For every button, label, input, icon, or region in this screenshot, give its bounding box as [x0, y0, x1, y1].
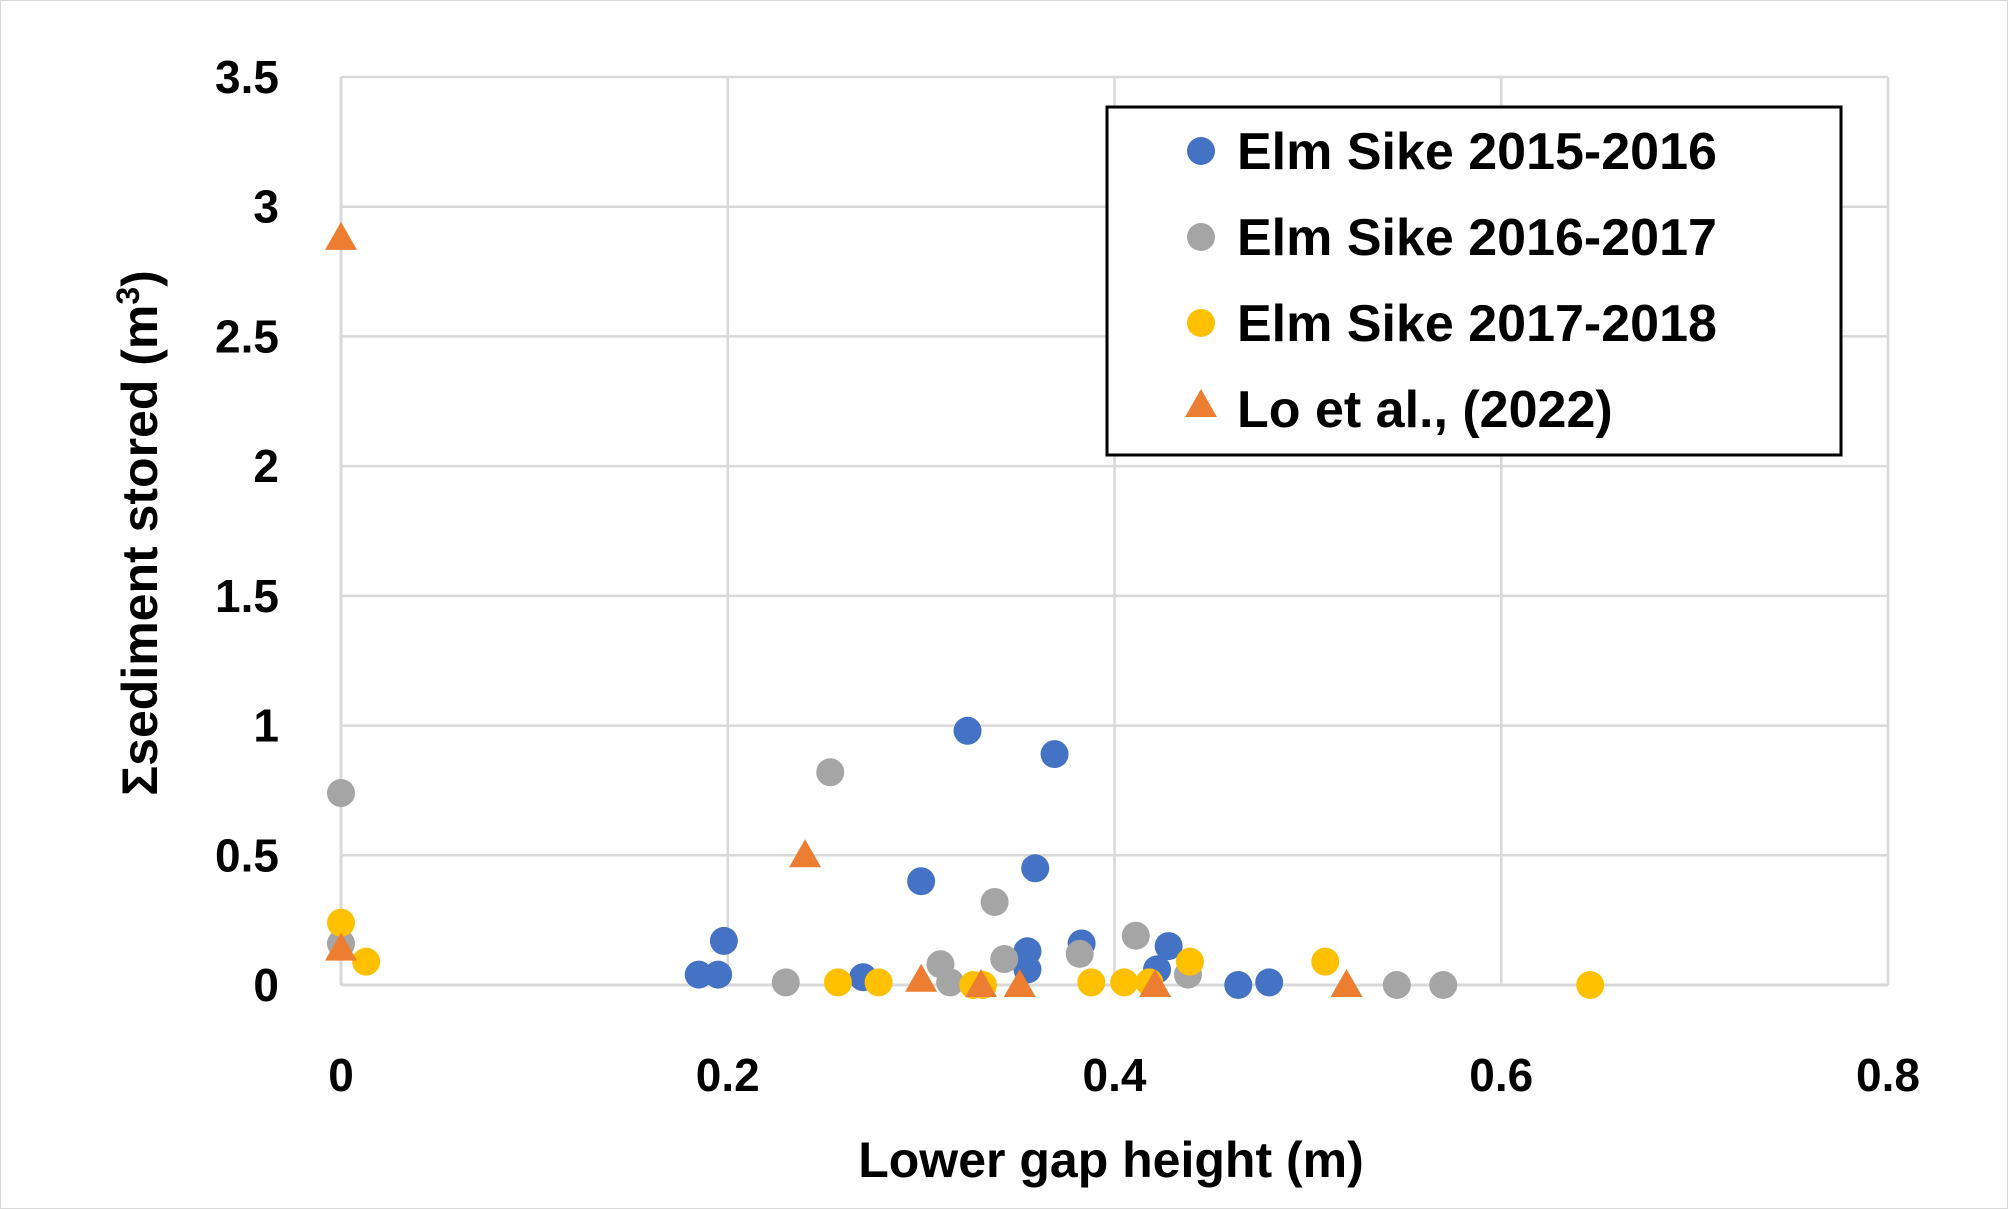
point-elm-sike-2017-2018	[823, 968, 852, 997]
y-axis-title-superscript: 3	[110, 287, 146, 305]
legend-marker-elm-sike-2015-2016	[1187, 137, 1215, 165]
legend-marker-elm-sike-2017-2018	[1187, 309, 1215, 337]
y-tick-label: 3.5	[215, 51, 279, 103]
legend: Elm Sike 2015-2016 Elm Sike 2016-2017 Elm …	[1105, 105, 1843, 457]
point-elm-sike-2015-2016	[704, 960, 733, 989]
legend-label-elm-sike-2017-2018: Elm Sike 2017-2018	[1237, 295, 1717, 353]
point-elm-sike-2016-2017	[771, 968, 800, 997]
y-tick-label: 3	[253, 181, 279, 233]
point-elm-sike-2016-2017	[936, 968, 965, 997]
point-elm-sike-2016-2017	[327, 779, 355, 808]
point-elm-sike-2017-2018	[352, 947, 381, 976]
y-tick-label: 1.5	[215, 570, 279, 622]
y-axis-title-suffix: )	[112, 270, 168, 287]
point-elm-sike-2016-2017	[1429, 971, 1458, 999]
legend-label-elm-sike-2016-2017: Elm Sike 2016-2017	[1237, 209, 1717, 267]
point-lo-et-al-2022	[965, 969, 998, 997]
point-elm-sike-2017-2018	[327, 908, 355, 937]
y-tick-label: 0.5	[215, 829, 279, 881]
point-elm-sike-2015-2016	[1255, 968, 1284, 997]
x-tick-label: 0.2	[696, 1049, 760, 1101]
point-elm-sike-2017-2018	[1311, 947, 1340, 976]
y-axis-title: Σsediment stored (m3)	[110, 270, 168, 796]
point-elm-sike-2015-2016	[907, 867, 936, 896]
point-elm-sike-2015-2016	[684, 960, 713, 989]
legend-label-lo-et-al-2022: Lo et al., (2022)	[1237, 381, 1613, 439]
point-lo-et-al-2022	[325, 932, 357, 961]
y-tick-label: 2	[253, 440, 279, 492]
point-elm-sike-2016-2017	[1121, 921, 1150, 950]
x-tick-label: 0.6	[1469, 1049, 1533, 1101]
legend-box	[1105, 105, 1843, 457]
point-elm-sike-2015-2016	[953, 716, 982, 745]
point-elm-sike-2017-2018	[1077, 968, 1106, 997]
point-lo-et-al-2022	[1003, 969, 1036, 997]
x-tick-label: 0.8	[1856, 1049, 1920, 1101]
y-tick-label: 1	[253, 700, 279, 752]
point-lo-et-al-2022	[1139, 969, 1172, 997]
x-tick-label: 0.4	[1083, 1049, 1147, 1101]
point-elm-sike-2015-2016	[1021, 854, 1050, 883]
y-tick-label: 0	[253, 959, 279, 1011]
point-elm-sike-2015-2016	[1040, 740, 1069, 769]
point-lo-et-al-2022	[1330, 969, 1363, 997]
point-elm-sike-2016-2017	[1065, 939, 1094, 968]
point-elm-sike-2016-2017	[1382, 971, 1411, 999]
x-tick-label: 0	[328, 1049, 354, 1101]
point-elm-sike-2017-2018	[864, 968, 893, 997]
point-elm-sike-2017-2018	[1110, 968, 1139, 997]
legend-marker-lo-et-al-2022	[1185, 389, 1217, 417]
point-elm-sike-2016-2017	[990, 945, 1019, 974]
point-elm-sike-2016-2017	[980, 887, 1009, 916]
point-elm-sike-2015-2016	[1154, 932, 1183, 961]
point-elm-sike-2016-2017	[816, 758, 845, 787]
point-lo-et-al-2022	[325, 221, 357, 250]
point-lo-et-al-2022	[789, 839, 822, 868]
point-elm-sike-2015-2016	[709, 926, 738, 955]
point-elm-sike-2015-2016	[1224, 971, 1253, 999]
x-axis-title: Lower gap height (m)	[858, 1132, 1364, 1188]
data-points	[325, 221, 1605, 999]
y-tick-label: 2.5	[215, 310, 279, 362]
y-axis-title-main: Σsediment stored (m	[112, 305, 168, 796]
tick-labels: 0 0.2 0.4 0.6 0.8 0 0.5 1 1.5 2 2.5 3 3.5	[215, 51, 1920, 1101]
legend-label-elm-sike-2015-2016: Elm Sike 2015-2016	[1237, 123, 1717, 181]
point-elm-sike-2017-2018	[1175, 947, 1204, 976]
point-lo-et-al-2022	[905, 963, 938, 992]
point-elm-sike-2017-2018	[1576, 971, 1605, 999]
legend-marker-elm-sike-2016-2017	[1187, 223, 1215, 251]
